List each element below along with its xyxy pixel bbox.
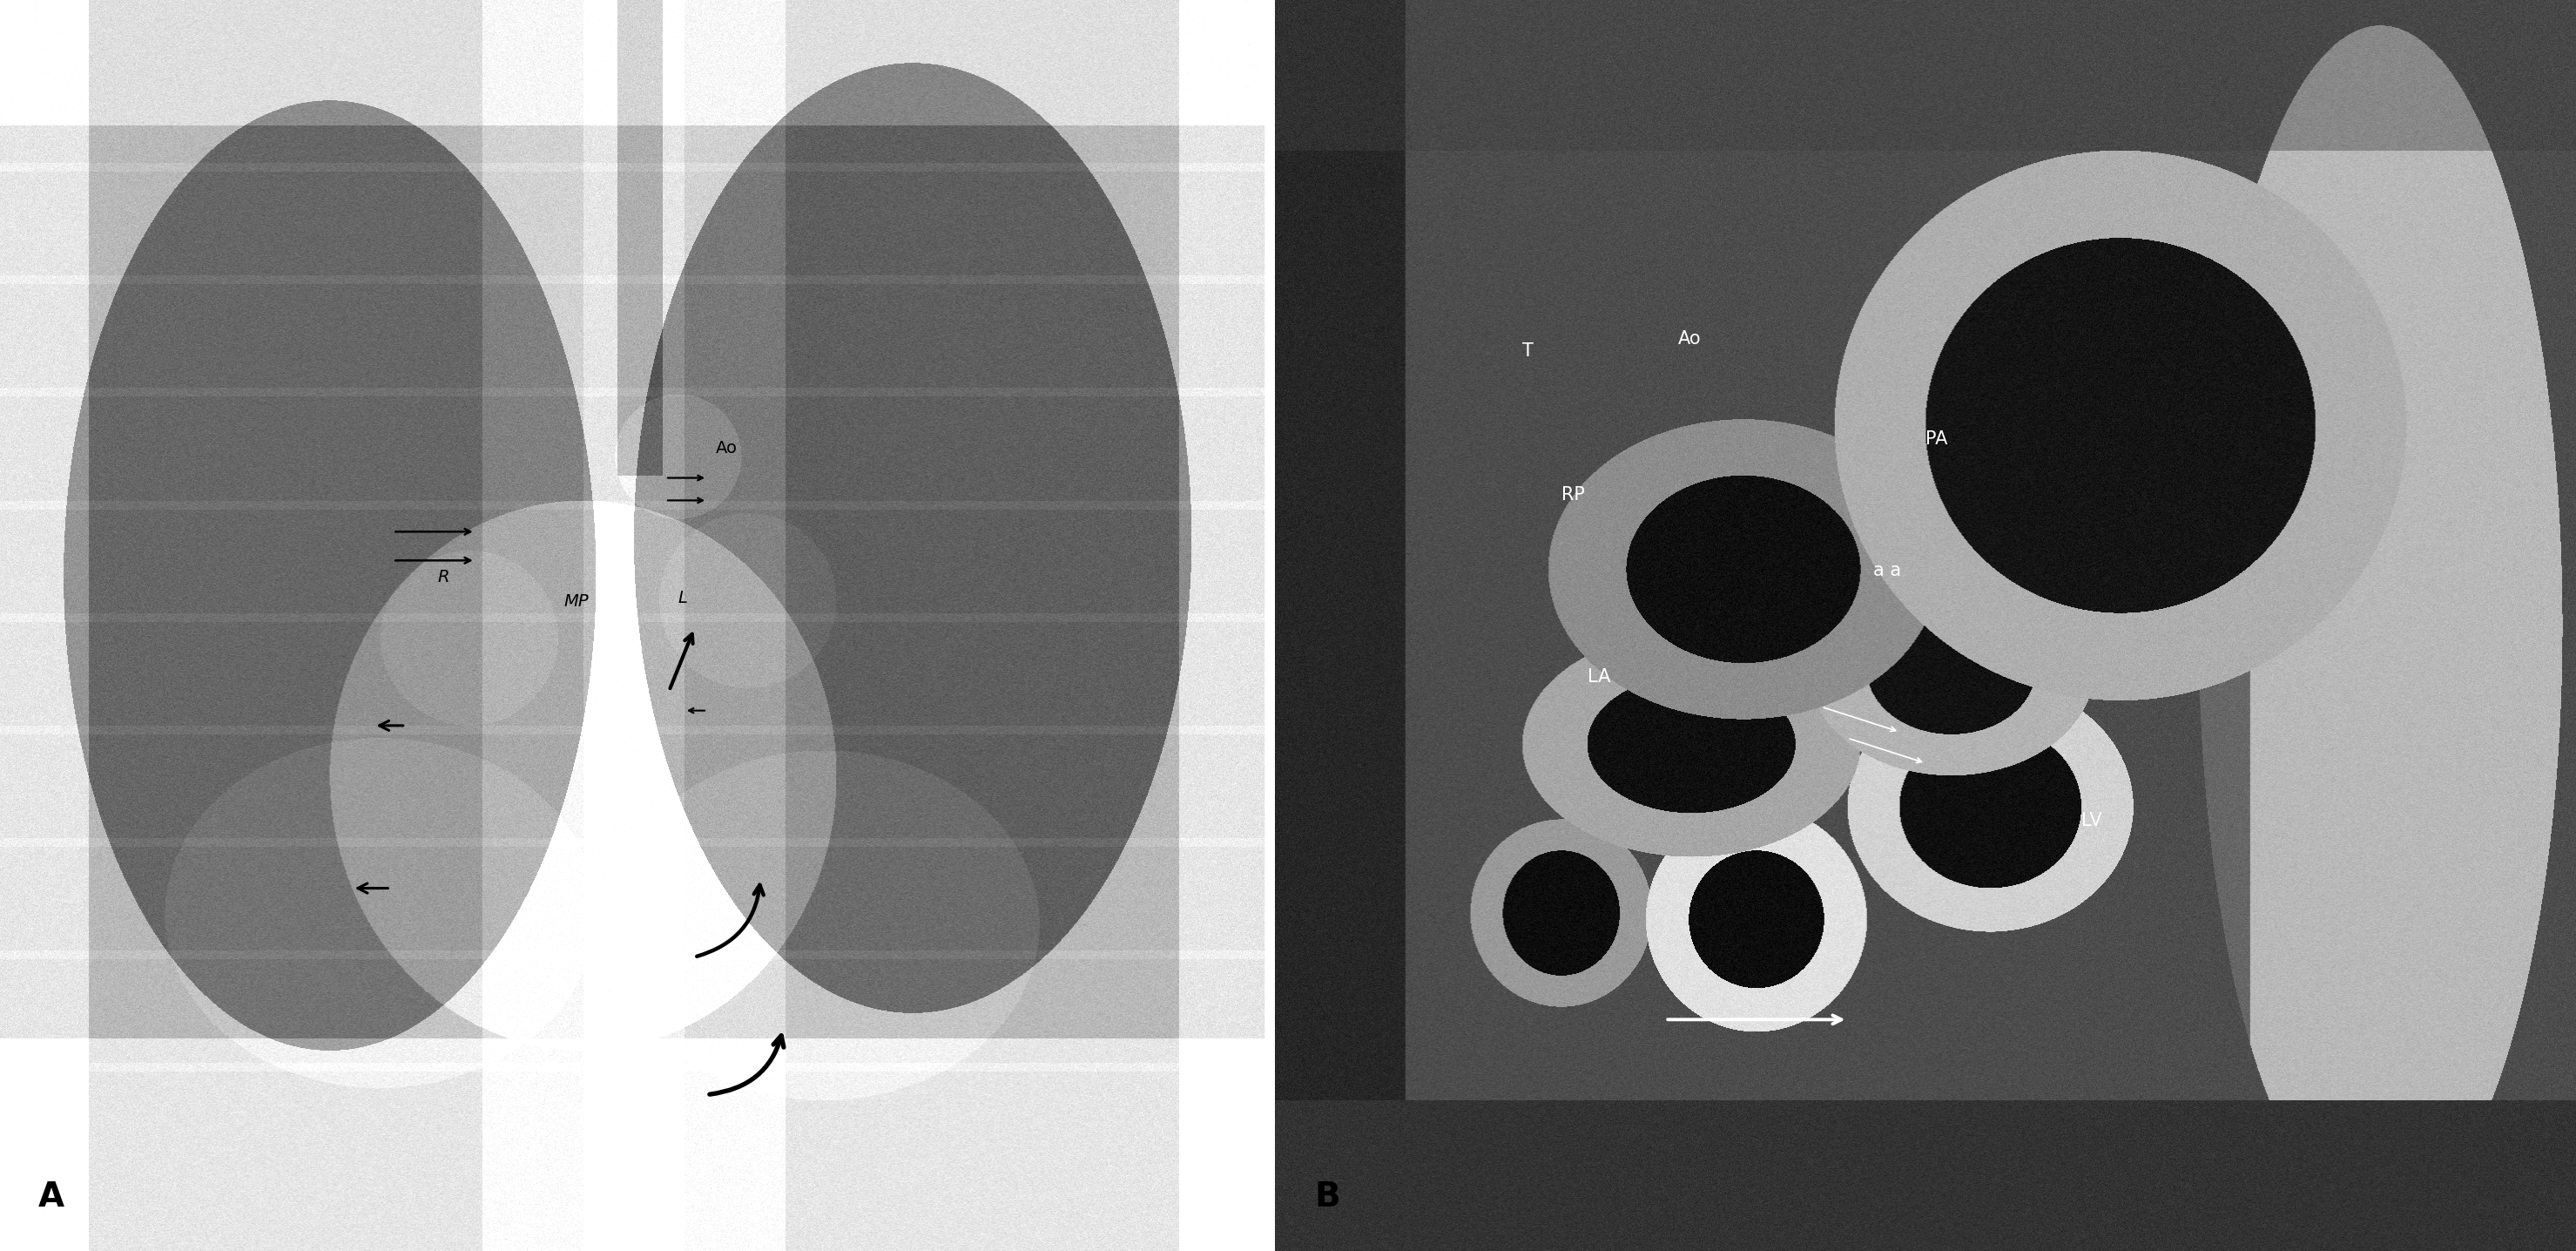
Text: B: B xyxy=(1314,1181,1340,1213)
Text: L: L xyxy=(677,590,688,607)
Text: Ao: Ao xyxy=(716,440,737,457)
Text: T: T xyxy=(1522,343,1533,360)
Text: RP: RP xyxy=(1561,487,1584,504)
Text: R: R xyxy=(438,569,448,585)
Text: MP: MP xyxy=(564,594,590,610)
Text: LA: LA xyxy=(1587,668,1610,686)
Text: Ao: Ao xyxy=(1680,330,1703,348)
Text: A: A xyxy=(39,1181,64,1213)
Text: LV: LV xyxy=(2081,812,2102,829)
Text: a a: a a xyxy=(1873,562,1901,579)
Text: PA: PA xyxy=(1924,430,1947,448)
